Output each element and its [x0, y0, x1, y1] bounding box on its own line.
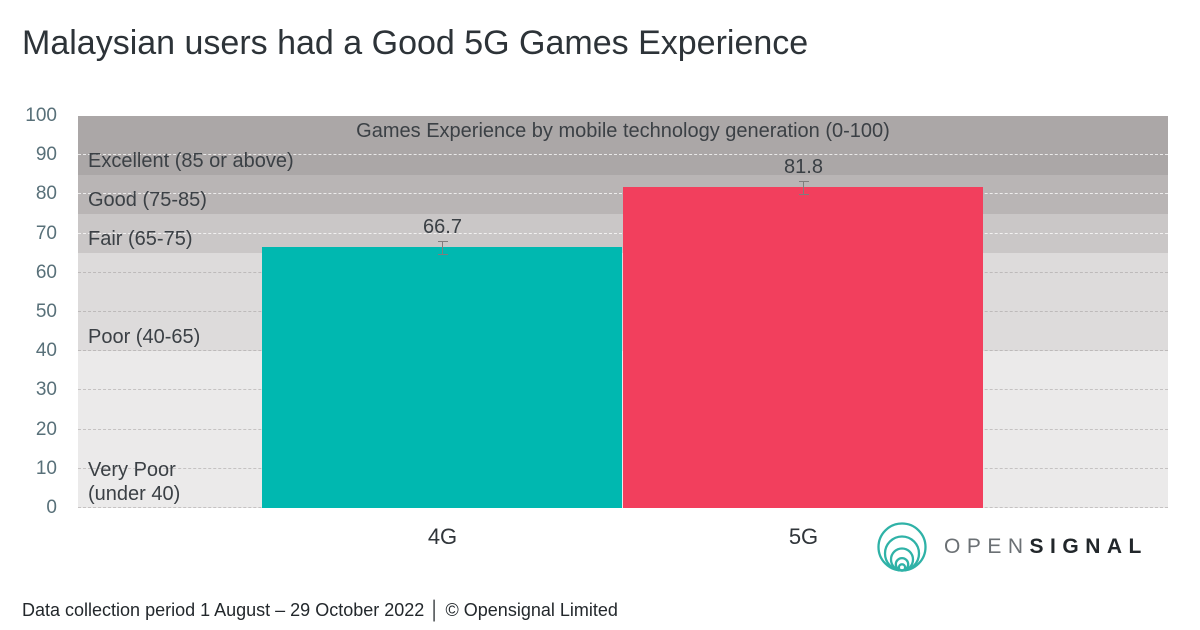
bar-5G	[623, 187, 983, 508]
y-tick-0: 0	[46, 497, 57, 518]
opensignal-wordmark: OPENSIGNAL	[944, 535, 1148, 559]
x-axis: 4G 5G	[78, 524, 1168, 556]
y-tick-90: 90	[35, 144, 57, 166]
quality-band-label: Good (75-85)	[88, 189, 207, 211]
value-label-4G: 66.7	[423, 215, 462, 238]
quality-band-label: Fair (65-75)	[88, 228, 193, 251]
quality-band-0	[78, 116, 1168, 175]
y-axis: 0 10 20 30 40 50 60 70 80 90 100	[0, 105, 57, 518]
x-tick-5G: 5G	[788, 524, 819, 549]
quality-band-label: Very Poor (under 40)	[88, 459, 181, 505]
error-bar-4G	[437, 240, 448, 255]
y-tick-40: 40	[35, 340, 57, 362]
plot-area: Games Experience by mobile technology ge…	[78, 115, 1168, 508]
opensignal-rings-icon	[877, 522, 927, 572]
gridline-90	[78, 154, 1168, 156]
quality-band-label: Poor (40-65)	[88, 326, 201, 349]
y-tick-20: 20	[35, 418, 57, 440]
wordmark-open: OPEN	[944, 535, 1030, 558]
gridline-100	[78, 115, 1168, 116]
y-tick-80: 80	[35, 183, 57, 205]
quality-band-label: Excellent (85 or above)	[88, 149, 294, 172]
y-tick-30: 30	[35, 379, 57, 401]
y-tick-50: 50	[35, 301, 57, 322]
y-tick-100: 100	[25, 105, 57, 126]
footer-attribution: Data collection period 1 August – 29 Oct…	[22, 600, 618, 620]
opensignal-logo: OPENSIGNAL	[876, 518, 1148, 576]
x-tick-4G: 4G	[427, 524, 458, 549]
page-title: Malaysian users had a Good 5G Games Expe…	[22, 24, 809, 62]
bar-4G	[262, 246, 622, 508]
wordmark-signal: SIGNAL	[1029, 535, 1148, 558]
y-tick-60: 60	[35, 261, 57, 283]
chart-subtitle: Games Experience by mobile technology ge…	[356, 120, 890, 142]
y-tick-10: 10	[35, 457, 57, 479]
value-label-5G: 81.8	[784, 156, 823, 179]
y-tick-70: 70	[35, 222, 57, 244]
error-bar-5G	[798, 181, 809, 196]
